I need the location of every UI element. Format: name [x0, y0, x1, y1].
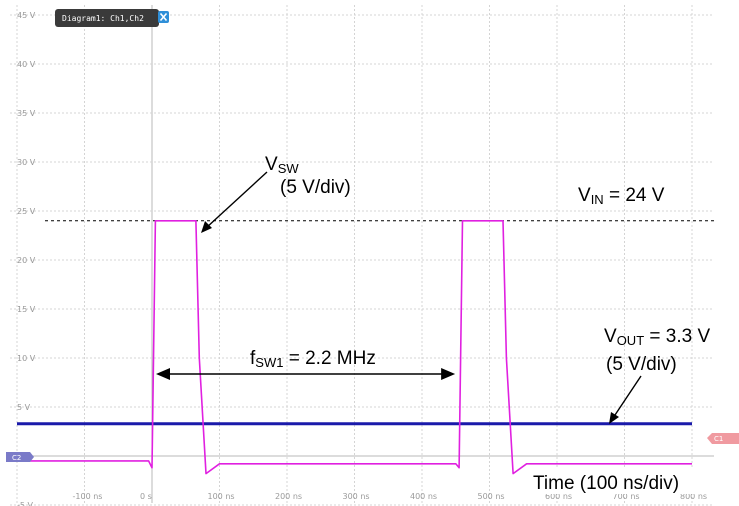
vin-suffix: = 24 V — [604, 185, 665, 206]
ch2-marker-shape — [6, 452, 34, 462]
x-tick-label: 500 ns — [478, 492, 505, 501]
vout-sub: OUT — [617, 333, 645, 348]
freq-arrow-head-left — [156, 368, 170, 380]
x-tick-label: 800 ns — [680, 492, 707, 501]
y-tick-labels: 45 V 40 V 35 V 30 V 25 V 20 V 15 V 10 V 5 V -5 V — [17, 11, 36, 506]
freq-arrow-head-right — [441, 368, 456, 380]
time-label: Time (100 ns/div) — [533, 473, 679, 494]
x-tick-label: 400 ns — [410, 492, 437, 501]
vsw-arrow-head — [201, 221, 212, 233]
vout-suffix: = 3.3 V — [644, 326, 710, 347]
vsw-main: V — [265, 154, 278, 175]
diagram-tab-label: Diagram1: Ch1,Ch2 — [62, 14, 144, 23]
x-tick-label: 100 ns — [208, 492, 235, 501]
y-tick-label: 35 V — [17, 109, 36, 118]
vin-sub: IN — [591, 192, 604, 207]
vout-arrow-line — [612, 375, 642, 419]
x-tick-label: 200 ns — [275, 492, 302, 501]
freq-annotation: fSW1 = 2.2 MHz — [156, 348, 456, 380]
y-tick-label: 20 V — [17, 256, 36, 265]
x-tick-label: 700 ns — [613, 492, 640, 501]
freq-label: fSW1 = 2.2 MHz — [250, 348, 376, 370]
vsw-label: VSW — [265, 154, 299, 176]
time-label-bg — [530, 468, 722, 494]
y-tick-label: 40 V — [17, 60, 36, 69]
vin-main: V — [578, 185, 591, 206]
ch1-marker: C1 — [707, 433, 739, 444]
ch1-marker-label: C1 — [714, 435, 723, 443]
vin-annotation: VIN = 24 V — [578, 185, 665, 207]
vsw-annotation: VSW (5 V/div) — [201, 154, 351, 233]
vsw-arrow-line — [205, 171, 268, 229]
x-tick-label: 600 ns — [545, 492, 572, 501]
vout-arrow-head — [609, 412, 619, 424]
x-tick-label: -100 ns — [73, 492, 103, 501]
ch2-marker-label: C2 — [12, 454, 21, 462]
trace-vsw — [17, 220, 692, 475]
y-tick-label: 45 V — [17, 11, 36, 20]
vin-label: VIN = 24 V — [578, 185, 665, 207]
y-tick-label: -5 V — [17, 501, 34, 506]
x-tick-label: 0 s — [140, 492, 152, 501]
diagram-tab[interactable]: Diagram1: Ch1,Ch2 — [55, 9, 159, 27]
y-tick-label: 15 V — [17, 305, 36, 314]
vsw-scale: (5 V/div) — [280, 177, 351, 198]
ch1-marker-shape — [707, 433, 739, 444]
traces — [17, 220, 692, 475]
freq-sub: SW1 — [255, 355, 283, 370]
close-icon[interactable] — [158, 11, 169, 23]
x-tick-labels: -100 ns 0 s 100 ns 200 ns 300 ns 400 ns 500 ns… — [73, 492, 708, 501]
x-tick-label: 300 ns — [343, 492, 370, 501]
y-tick-label: 25 V — [17, 207, 36, 216]
y-tick-label: 30 V — [17, 158, 36, 167]
vout-scale: (5 V/div) — [606, 354, 677, 375]
vsw-sub: SW — [278, 161, 300, 176]
vout-main: V — [604, 326, 617, 347]
y-tick-label: 5 V — [17, 403, 31, 412]
vout-annotation: VOUT = 3.3 V (5 V/div) — [604, 326, 710, 424]
vout-label: VOUT = 3.3 V — [604, 326, 710, 348]
freq-suffix: = 2.2 MHz — [283, 348, 375, 369]
ch2-marker: C2 — [6, 452, 34, 462]
close-icon-x — [159, 12, 168, 22]
diagram-tab-bg — [55, 9, 159, 27]
y-tick-label: 10 V — [17, 354, 36, 363]
freq-main: f — [250, 348, 256, 369]
